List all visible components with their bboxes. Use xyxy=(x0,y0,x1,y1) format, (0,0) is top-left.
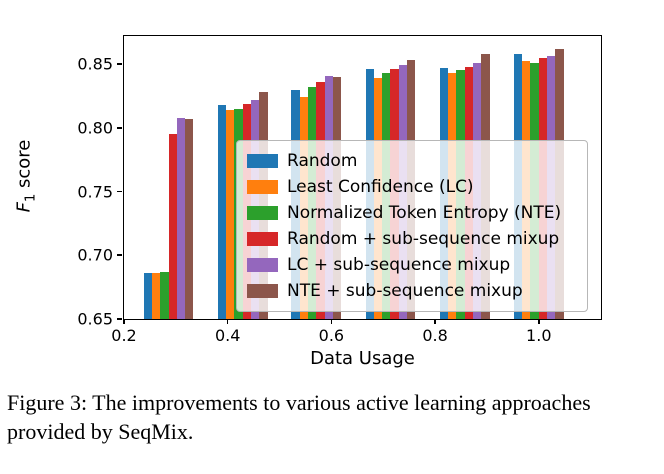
legend-swatch-icon xyxy=(247,258,278,272)
bar-random-x1 xyxy=(217,104,227,319)
x-axis-label: Data Usage xyxy=(310,348,415,369)
x-tick-label: 1.0 xyxy=(526,326,552,345)
x-tick-mark xyxy=(226,319,229,324)
legend-entry: Least Confidence (LC) xyxy=(247,174,577,200)
legend-label: Normalized Token Entropy (NTE) xyxy=(287,203,562,223)
y-tick-label: 0.80 xyxy=(77,118,113,138)
y-tick-label: 0.70 xyxy=(77,245,113,265)
legend-label: Least Confidence (LC) xyxy=(287,177,474,197)
x-tick-label: 0.4 xyxy=(214,326,241,345)
bar-random-sub-sequence-mixup-x0 xyxy=(168,134,177,319)
y-axis-label: F1 score xyxy=(14,140,39,213)
bar-nte-sub-sequence-mixup-x0 xyxy=(185,118,194,319)
legend-swatch-icon xyxy=(247,232,278,246)
y-tick-label: 0.75 xyxy=(77,182,113,202)
y-tick-mark xyxy=(117,190,123,193)
y-tick-label: 0.85 xyxy=(77,54,113,74)
legend-swatch-icon xyxy=(247,206,278,220)
legend-swatch-icon xyxy=(247,154,278,168)
legend-label: Random xyxy=(287,151,358,171)
bar-least-confidence-lc-x1 xyxy=(226,109,235,319)
figure-caption: Figure 3: The improvements to various ac… xyxy=(7,390,591,445)
x-tick-mark xyxy=(537,319,540,324)
y-tick-mark xyxy=(117,63,123,65)
y-tick-mark xyxy=(117,254,123,257)
legend-label: Random + sub-sequence mixup xyxy=(287,229,560,249)
legend-entry: Random xyxy=(247,148,577,174)
y-axis-label-subscript: 1 xyxy=(23,193,39,203)
bar-normalized-token-entropy-nte-x0 xyxy=(160,271,169,319)
x-tick-mark xyxy=(330,319,333,324)
x-tick-mark xyxy=(434,319,436,324)
y-tick-mark xyxy=(117,318,123,320)
bar-least-confidence-lc-x0 xyxy=(151,273,161,319)
legend-entry: Random + sub-sequence mixup xyxy=(247,226,577,252)
y-tick-label: 0.65 xyxy=(77,309,113,329)
legend-label: NTE + sub-sequence mixup xyxy=(287,281,523,301)
x-tick-label: 0.8 xyxy=(422,326,448,345)
plot-area: Random Least Confidence (LC) Normalized To… xyxy=(77,35,602,369)
x-tick-label: 0.2 xyxy=(111,326,137,345)
legend-entry: NTE + sub-sequence mixup xyxy=(247,278,577,304)
legend-entry: Normalized Token Entropy (NTE) xyxy=(247,200,577,226)
bar-lc-sub-sequence-mixup-x0 xyxy=(176,117,186,319)
y-axis-label-variable: F xyxy=(13,202,35,213)
legend: Random Least Confidence (LC) Normalized To… xyxy=(236,140,588,312)
legend-swatch-icon xyxy=(247,284,278,298)
y-axis-label-rest: score xyxy=(13,139,35,194)
legend-label: LC + sub-sequence mixup xyxy=(287,255,511,275)
legend-swatch-icon xyxy=(247,180,278,194)
x-tick-mark xyxy=(123,319,125,324)
x-tick-label: 0.6 xyxy=(318,326,345,345)
bar-random-x0 xyxy=(143,273,152,319)
legend-entry: LC + sub-sequence mixup xyxy=(247,252,577,278)
y-tick-mark xyxy=(117,126,123,129)
